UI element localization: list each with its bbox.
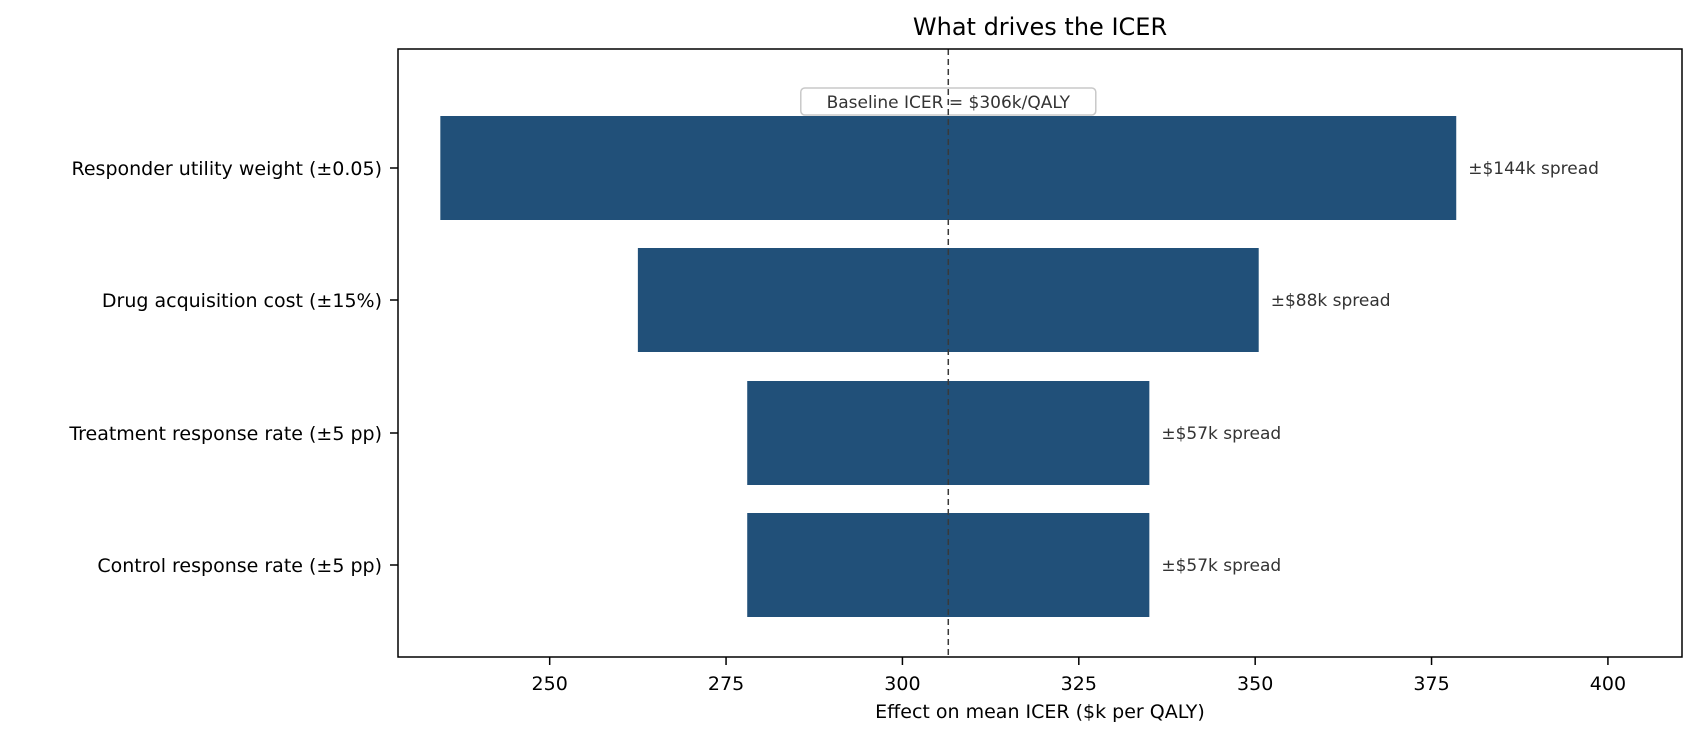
labels-layer: ±$144k spread ±$88k spread ±$57k spread ±$5…	[1161, 159, 1599, 576]
x-tick-label: 275	[708, 673, 744, 695]
bar-value-label: ±$144k spread	[1468, 159, 1599, 179]
x-tick-label: 400	[1590, 673, 1626, 695]
x-tick-label: 300	[884, 673, 920, 695]
x-tick-label: 350	[1237, 673, 1273, 695]
category-label: Treatment response rate (±5 pp)	[68, 423, 382, 445]
x-tick-label: 375	[1413, 673, 1449, 695]
bar-value-label: ±$88k spread	[1271, 291, 1391, 311]
x-tick-label: 250	[532, 673, 568, 695]
category-label: Drug acquisition cost (±15%)	[102, 290, 382, 312]
x-axis: 250 275 300 325 350 375 400	[532, 657, 1626, 695]
x-axis-label: Effect on mean ICER ($k per QALY)	[875, 701, 1205, 723]
plot-frame	[397, 48, 1683, 658]
bar-value-label: ±$57k spread	[1161, 556, 1281, 576]
baseline-layer: Baseline ICER = $306k/QALY	[800, 49, 1097, 657]
bar-value-label: ±$57k spread	[1161, 424, 1281, 444]
category-label: Responder utility weight (±0.05)	[72, 158, 382, 180]
chart-title: What drives the ICER	[913, 13, 1167, 41]
y-axis: Responder utility weight (±0.05) Drug acq…	[68, 158, 398, 577]
x-tick-label: 325	[1061, 673, 1097, 695]
category-label: Control response rate (±5 pp)	[97, 555, 382, 577]
